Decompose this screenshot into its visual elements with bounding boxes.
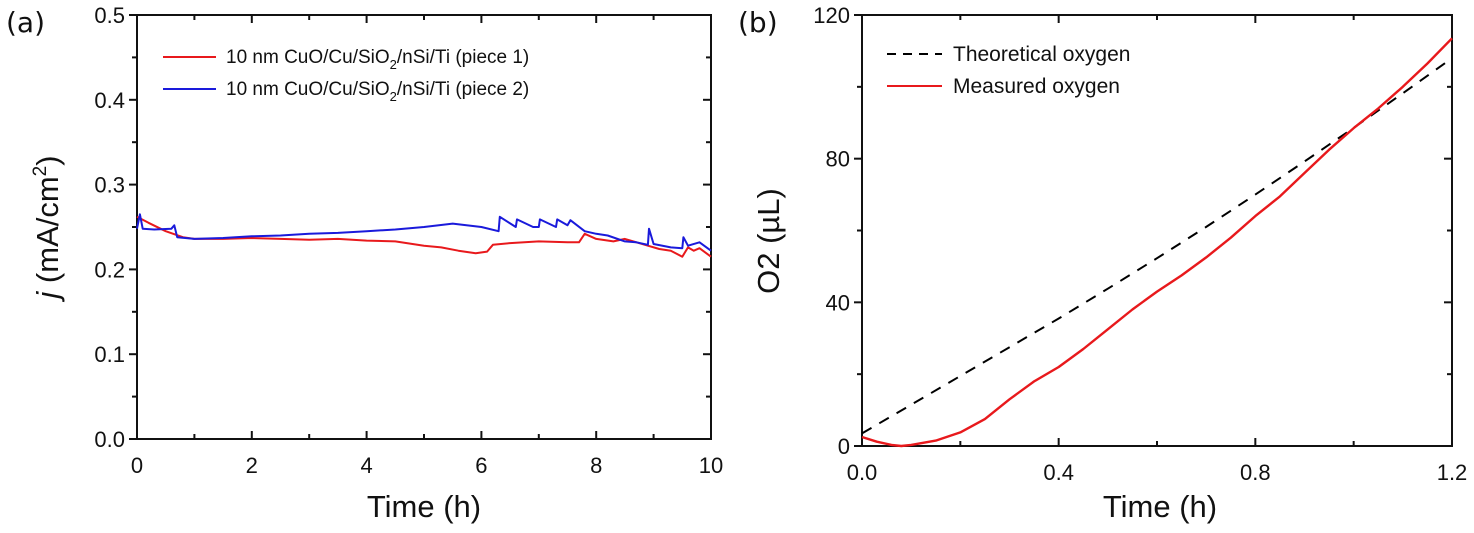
legend-subscript: 2: [390, 89, 397, 104]
panel-b-legend: Theoretical oxygen Measured oxygen: [887, 43, 1130, 98]
panel-b-y-axis-title: O2 (µL): [751, 188, 786, 294]
panel-b-ticks: [854, 14, 1453, 447]
y-tick-label: 0.0: [94, 427, 125, 452]
legend-subscript: 2: [390, 57, 397, 72]
legend-label-piece-2: 10 nm CuO/Cu/SiO2/nSi/Ti (piece 2): [226, 79, 529, 104]
panel-b: (b) 0.0 0.4 0.8 1.2 0 40 80 120 Time (h)…: [738, 3, 1467, 524]
y-tick-label: 0.5: [94, 3, 125, 28]
y-tick-label: 0: [838, 434, 850, 459]
y-tick-label: 0.1: [94, 342, 125, 367]
x-tick-label: 6: [475, 453, 487, 478]
panel-a-y-axis-title: j (mA/cm2): [30, 155, 65, 302]
legend-label-measured: Measured oxygen: [953, 75, 1120, 98]
panel-a-x-tick-labels: 0 2 4 6 8 10: [131, 453, 723, 478]
x-tick-label: 0.0: [847, 460, 878, 485]
x-tick-label: 2: [246, 453, 258, 478]
panel-b-label: (b): [738, 6, 778, 39]
y-tick-label: 0.2: [94, 257, 125, 282]
x-tick-label: 1.2: [1437, 460, 1468, 485]
y-tick-label: 120: [813, 3, 850, 28]
legend-text-part: 10 nm CuO/Cu/SiO: [226, 47, 390, 68]
panel-a-label: (a): [6, 6, 45, 39]
panel-a-series: [136, 213, 712, 258]
panel-a-ticks: [129, 14, 712, 440]
x-tick-label: 8: [590, 453, 602, 478]
series-line-measured-oxygen: [861, 37, 1453, 448]
legend-text-part: 10 nm CuO/Cu/SiO: [226, 79, 390, 100]
x-tick-label: 0.4: [1043, 460, 1074, 485]
x-tick-label: 10: [699, 453, 723, 478]
legend-text-part: /nSi/Ti (piece 1): [397, 47, 529, 68]
panel-b-x-axis-title: Time (h): [1103, 489, 1217, 524]
y-tick-label: 0.4: [94, 88, 125, 113]
panel-a-legend: 10 nm CuO/Cu/SiO2/nSi/Ti (piece 1) 10 nm…: [163, 47, 529, 104]
y-axis-title-close: ): [30, 155, 65, 165]
legend-label-piece-1: 10 nm CuO/Cu/SiO2/nSi/Ti (piece 1): [226, 47, 529, 72]
y-tick-label: 0.3: [94, 173, 125, 198]
panel-a-y-tick-labels: 0.0 0.1 0.2 0.3 0.4 0.5: [94, 3, 125, 452]
panel-b-y-tick-labels: 0 40 80 120: [813, 3, 850, 459]
y-tick-label: 80: [826, 147, 850, 172]
y-axis-title-superscript: 2: [30, 166, 51, 177]
x-tick-label: 0: [131, 453, 143, 478]
series-line-theoretical-oxygen: [861, 57, 1453, 435]
y-axis-title-unit: (mA/cm: [30, 176, 65, 291]
x-tick-label: 4: [360, 453, 372, 478]
legend-text-part: /nSi/Ti (piece 2): [397, 79, 529, 100]
panel-b-x-tick-labels: 0.0 0.4 0.8 1.2: [847, 460, 1468, 485]
panel-a: (a) 0 2 4 6 8 10 0.0 0.1 0.2 0.3 0.4 0.5…: [6, 3, 723, 524]
y-tick-label: 40: [826, 290, 850, 315]
x-tick-label: 0.8: [1240, 460, 1271, 485]
panel-b-series: [861, 37, 1453, 448]
series-line-10-nm-cuo-cu-sio2-nsi-ti-piece-2: [136, 213, 712, 252]
series-line-10-nm-cuo-cu-sio2-nsi-ti-piece-1: [136, 215, 712, 258]
legend-label-theoretical: Theoretical oxygen: [953, 43, 1130, 66]
panel-a-x-axis-title: Time (h): [367, 489, 481, 524]
